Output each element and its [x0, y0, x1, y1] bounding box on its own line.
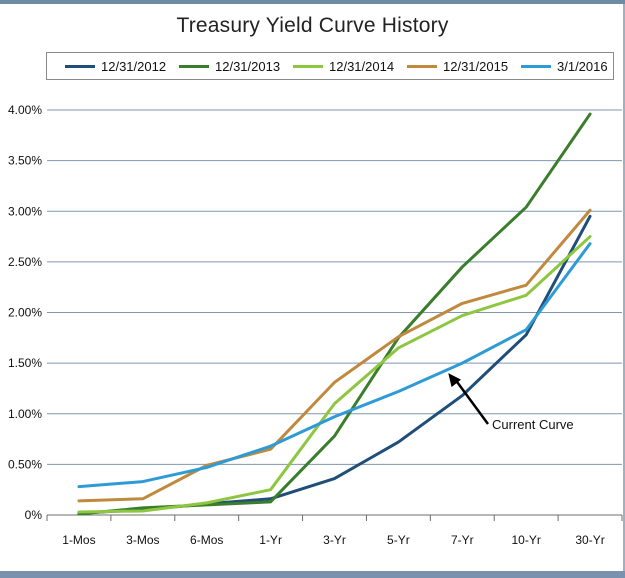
legend-item-2014: 12/31/2014 [293, 53, 394, 79]
chart-title: Treasury Yield Curve History [176, 14, 449, 37]
x-tick-label: 5-Yr [387, 533, 410, 547]
series-line-0 [77, 214, 592, 515]
y-tick-label: 2.00% [8, 306, 42, 320]
annotation-current-curve: Current Curve [492, 417, 574, 432]
legend-label-2016: 3/1/2016 [557, 58, 608, 74]
y-tick-label: 3.00% [8, 204, 42, 218]
y-tick-label: 3.50% [8, 154, 42, 168]
legend-item-2012: 12/31/2012 [65, 53, 166, 79]
x-tick-label: 3-Yr [323, 533, 346, 547]
legend-swatch-2014 [293, 64, 323, 68]
legend-swatch-2012 [65, 64, 95, 68]
annotation-arrow-head [448, 373, 462, 388]
annotation-arrow-shaft [453, 377, 490, 425]
x-axis: 1-Mos 3-Mos 6-Mos 1-Yr 3-Yr 5-Yr 7-Yr 10-Yr 30-Y… [46, 514, 623, 547]
top-border [0, 0, 625, 4]
series-line-4 [77, 242, 592, 489]
chart-legend: 12/31/2012 12/31/2013 12/31/2014 12/31/2… [46, 52, 614, 80]
x-tick-label: 6-Mos [190, 533, 223, 547]
x-tick-label: 10-Yr [511, 533, 540, 547]
y-axis-ticks: 0% 0.50% 1.00% 1.50% 2.00% 2.50% 3.00% 3.50% 4.0… [8, 103, 42, 522]
y-tick-label: 4.00% [8, 103, 42, 117]
legend-item-2013: 12/31/2013 [179, 53, 280, 79]
y-tick-label: 0.50% [8, 457, 42, 471]
x-tick-label: 1-Mos [62, 533, 95, 547]
legend-item-2015: 12/31/2015 [407, 53, 508, 79]
x-tick-label: 7-Yr [451, 533, 474, 547]
x-tick-label: 1-Yr [259, 533, 282, 547]
y-tick-label: 0% [25, 508, 43, 522]
series-lines [77, 112, 592, 516]
y-tick-label: 1.50% [8, 356, 42, 370]
bottom-border [0, 571, 625, 578]
y-tick-label: 2.50% [8, 255, 42, 269]
legend-label-2012: 12/31/2012 [101, 58, 167, 74]
x-tick-label: 30-Yr [575, 533, 604, 547]
series-line-3 [77, 208, 592, 503]
legend-item-2016: 3/1/2016 [521, 53, 608, 79]
legend-label-2014: 12/31/2014 [329, 58, 395, 74]
legend-label-2015: 12/31/2015 [443, 58, 509, 74]
right-border [623, 4, 625, 571]
legend-swatch-2015 [407, 64, 437, 68]
legend-label-2013: 12/31/2013 [215, 58, 281, 74]
annotation-arrow-group [448, 373, 490, 425]
legend-swatch-2013 [179, 64, 209, 68]
legend-swatch-2016 [521, 64, 551, 68]
gridlines [47, 109, 622, 465]
series-line-1 [77, 112, 592, 516]
series-line-2 [77, 235, 592, 514]
x-tick-label: 3-Mos [126, 533, 159, 547]
y-tick-label: 1.00% [8, 407, 42, 421]
